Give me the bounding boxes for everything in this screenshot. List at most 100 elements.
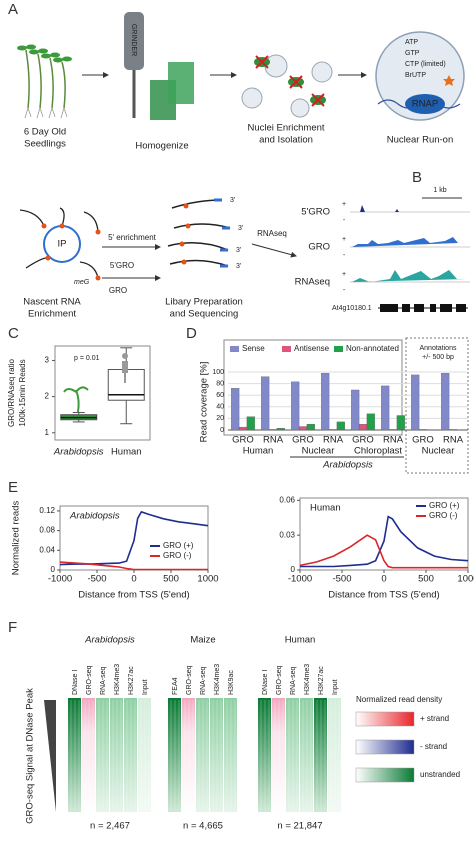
bar bbox=[291, 381, 300, 431]
bar bbox=[441, 373, 450, 431]
column-label: DNase I bbox=[72, 670, 79, 695]
legend-label: unstranded bbox=[420, 770, 460, 779]
bar bbox=[238, 426, 248, 431]
x-tick-label: -500 bbox=[332, 574, 351, 585]
caption: Homogenize bbox=[135, 141, 188, 152]
nucleotide: BrUTP bbox=[405, 72, 426, 79]
x-tick-label: GRO bbox=[412, 435, 434, 446]
x-tick-label: RNA bbox=[383, 435, 404, 446]
caption: and Sequencing bbox=[170, 309, 239, 320]
column-label: RNA-seq bbox=[100, 666, 107, 695]
legend-swatch bbox=[282, 346, 291, 352]
bar bbox=[231, 388, 240, 431]
caption: and Isolation bbox=[259, 135, 313, 146]
n-label: n = 4,665 bbox=[183, 821, 223, 832]
bar bbox=[351, 389, 360, 431]
step-label: 5'GRO bbox=[110, 261, 134, 270]
nucleotide: GTP bbox=[405, 50, 420, 57]
bar bbox=[261, 376, 270, 431]
rna-strand bbox=[83, 211, 99, 233]
seedling-leaf bbox=[17, 45, 27, 51]
bar bbox=[396, 415, 405, 431]
legend-gradient bbox=[355, 739, 415, 755]
nucleus bbox=[264, 54, 288, 78]
cross bbox=[255, 55, 269, 69]
species-title: Human bbox=[285, 635, 316, 646]
strand-sign: - bbox=[343, 217, 346, 224]
chart-title: Arabidopsis bbox=[69, 511, 120, 522]
mod-dot bbox=[59, 223, 65, 229]
y-tick-label: 0 bbox=[51, 565, 56, 574]
seedling-stem bbox=[25, 49, 30, 109]
bar bbox=[358, 424, 368, 431]
bar bbox=[411, 374, 420, 431]
y-tick-label: 0 bbox=[291, 565, 296, 574]
line-series bbox=[300, 515, 469, 568]
rna-strand bbox=[19, 209, 45, 227]
x-tick-label: GRO bbox=[232, 435, 254, 446]
column-label: Input bbox=[142, 679, 149, 695]
nucleus bbox=[241, 87, 263, 109]
panel-label: C bbox=[8, 325, 19, 342]
column-label: H3K4me3 bbox=[304, 664, 311, 695]
seedling-leaf bbox=[41, 53, 51, 59]
three-prime: 3' bbox=[230, 197, 235, 204]
plot-frame bbox=[54, 345, 151, 441]
nucleus bbox=[311, 61, 333, 83]
x-tick-label: 0 bbox=[381, 574, 386, 585]
legend-label: GRO (-) bbox=[163, 551, 192, 560]
n-label: n = 21,847 bbox=[277, 821, 322, 832]
seedling-stem bbox=[61, 61, 66, 109]
annotation-frame bbox=[405, 337, 469, 474]
y-tick-label: 1 bbox=[45, 428, 50, 437]
legend-label: GRO (+) bbox=[163, 541, 194, 550]
chart-title: Human bbox=[310, 503, 341, 514]
x-tick-label: GRO bbox=[352, 435, 374, 446]
human-icon bbox=[122, 353, 128, 383]
step-label: GRO bbox=[109, 286, 127, 295]
seedling-leaf bbox=[29, 49, 39, 55]
line-series bbox=[299, 534, 468, 569]
panel-label: B bbox=[412, 169, 422, 186]
y-tick-label: 0.03 bbox=[279, 530, 295, 539]
x-tick-label: 500 bbox=[418, 574, 434, 585]
species-title: Arabidopsis bbox=[84, 635, 135, 646]
track-label: GRO bbox=[308, 242, 330, 253]
rnap-label: RNAP bbox=[412, 99, 438, 110]
axis-title: Read coverage [%] bbox=[199, 362, 210, 443]
seedling-stem bbox=[49, 57, 54, 109]
caption: 6 Day Old bbox=[24, 127, 66, 138]
x-tick-label: RNA bbox=[443, 435, 464, 446]
bar bbox=[328, 429, 338, 431]
legend-gradient bbox=[355, 767, 415, 783]
y-tick-label: 2 bbox=[45, 392, 50, 401]
bar bbox=[306, 424, 315, 431]
track-signal bbox=[352, 270, 467, 282]
exon bbox=[430, 304, 436, 312]
nucleus-large bbox=[375, 31, 465, 121]
mod-dot bbox=[41, 223, 47, 229]
step-label: 5' enrichment bbox=[108, 233, 157, 242]
mod-dot bbox=[183, 203, 189, 209]
x-tick-label: RNA bbox=[263, 435, 284, 446]
legend-frame bbox=[223, 339, 403, 436]
legend-swatch bbox=[230, 346, 239, 352]
group-label: Nuclear bbox=[302, 446, 335, 457]
mod-dot bbox=[181, 259, 187, 265]
column-label: H3K4me3 bbox=[214, 664, 221, 695]
bar bbox=[298, 426, 308, 431]
column-label: RNA-seq bbox=[290, 666, 297, 695]
column-label: H3K27ac bbox=[128, 666, 135, 695]
rnap bbox=[405, 94, 445, 114]
panel-label: F bbox=[8, 619, 17, 636]
box bbox=[107, 369, 145, 401]
axis-title: Distance from TSS (5'end) bbox=[328, 590, 439, 601]
legend-label: GRO (+) bbox=[429, 501, 460, 510]
bar bbox=[246, 416, 255, 431]
x-tick-label: 1000 bbox=[457, 574, 474, 585]
library-strand bbox=[169, 259, 229, 267]
annotation: Annotations bbox=[420, 345, 457, 352]
scale-label: 1 kb bbox=[433, 187, 446, 194]
exon bbox=[402, 304, 410, 312]
three-prime: 3' bbox=[238, 225, 243, 232]
